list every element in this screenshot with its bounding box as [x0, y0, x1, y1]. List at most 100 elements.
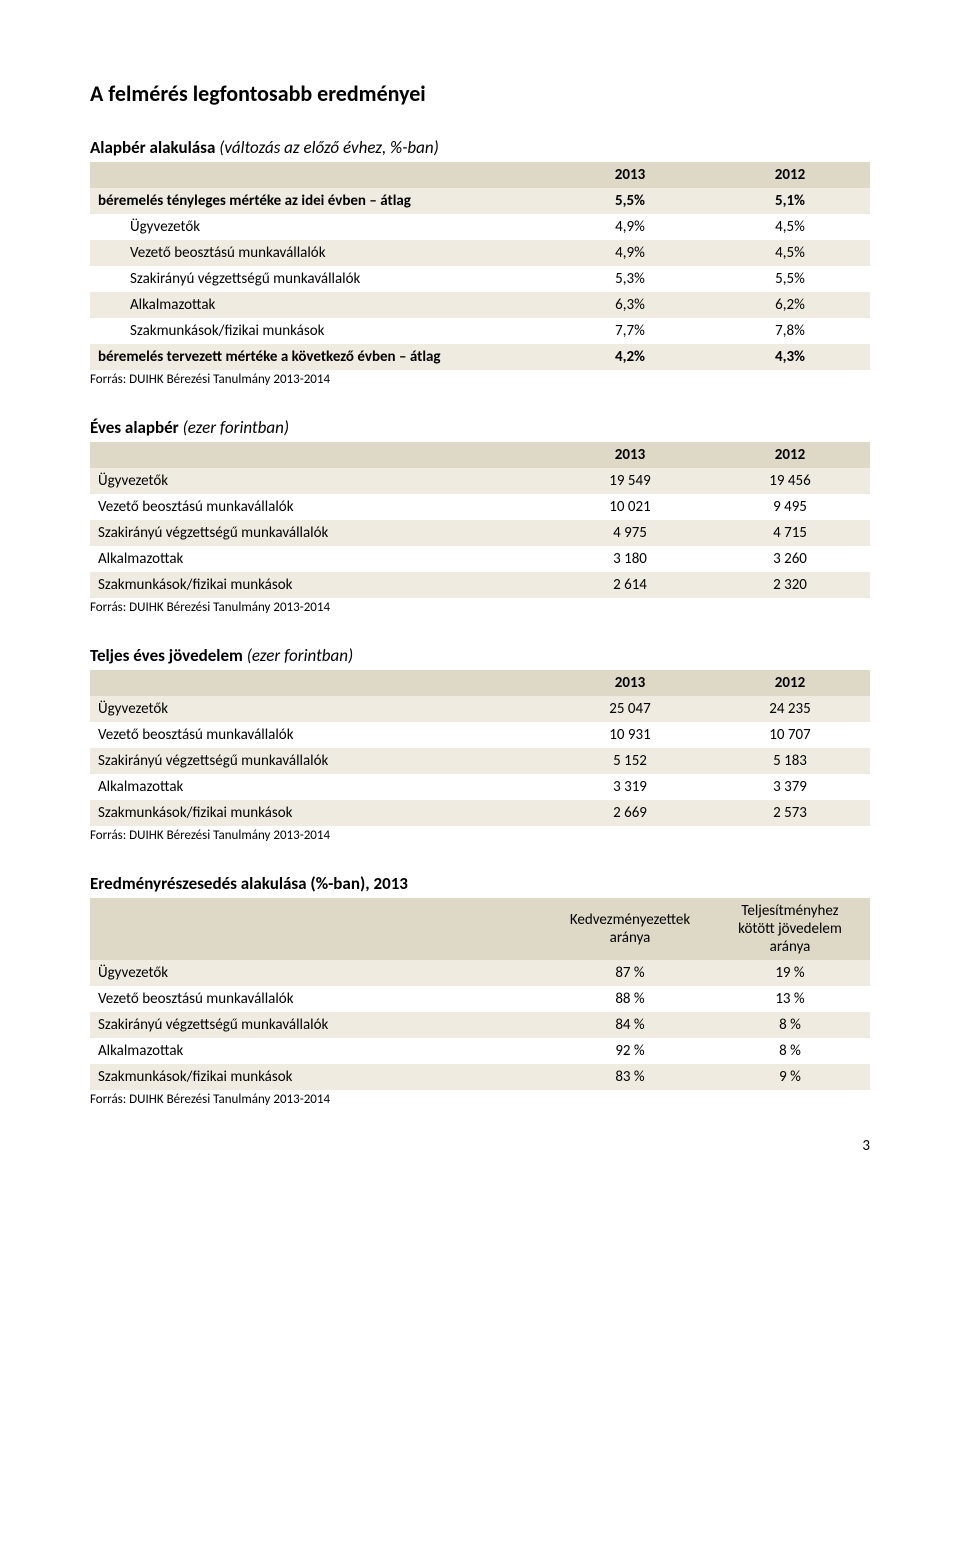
table3-source: Forrás: DUIHK Bérezési Tanulmány 2013-20… [90, 828, 870, 843]
row-value-1: 4 975 [550, 520, 710, 546]
row-value-2: 10 707 [710, 722, 870, 748]
row-label: béremelés tervezett mértéke a következő … [90, 344, 550, 370]
row-value-1: 10 931 [550, 722, 710, 748]
table1-title-sub: (változás az előző évhez, %-ban) [219, 137, 439, 158]
row-value-1: 2 669 [550, 800, 710, 826]
row-label: Alkalmazottak [90, 774, 550, 800]
row-value-2: 8 % [710, 1038, 870, 1064]
row-label: Alkalmazottak [90, 1038, 550, 1064]
row-label: Ügyvezetők [90, 214, 550, 240]
table1-col2-header: 2012 [710, 162, 870, 188]
table-row: Alkalmazottak3 3193 379 [90, 774, 870, 800]
row-value-2: 19 456 [710, 468, 870, 494]
row-value-1: 4,9% [550, 240, 710, 266]
row-value-2: 7,8% [710, 318, 870, 344]
row-value-1: 83 % [550, 1064, 710, 1090]
table-row: Vezető beosztású munkavállalók88 %13 % [90, 986, 870, 1012]
row-value-2: 24 235 [710, 696, 870, 722]
table1-title: Alapbér alakulása (változás az előző évh… [90, 137, 870, 158]
row-label: Szakmunkások/fizikai munkások [90, 1064, 550, 1090]
row-label: Ügyvezetők [90, 696, 550, 722]
row-value-2: 2 320 [710, 572, 870, 598]
table1-title-main: Alapbér alakulása [90, 137, 219, 158]
table-row: Szakirányú végzettségű munkavállalók5 15… [90, 748, 870, 774]
table2: 2013 2012 Ügyvezetők19 54919 456Vezető b… [90, 442, 870, 598]
table3-title-main: Teljes éves jövedelem [90, 645, 247, 666]
row-value-1: 3 319 [550, 774, 710, 800]
table2-header-empty [90, 442, 550, 468]
table4-title: Eredményrészesedés alakulása (%-ban), 20… [90, 873, 870, 894]
table2-title-main: Éves alapbér [90, 417, 183, 438]
row-value-2: 3 260 [710, 546, 870, 572]
row-value-2: 9 495 [710, 494, 870, 520]
table-row: Alkalmazottak6,3%6,2% [90, 292, 870, 318]
row-value-1: 6,3% [550, 292, 710, 318]
table3-header-row: 2013 2012 [90, 670, 870, 696]
row-label: Szakirányú végzettségű munkavállalók [90, 520, 550, 546]
row-label: Vezető beosztású munkavállalók [90, 494, 550, 520]
table-row: Alkalmazottak3 1803 260 [90, 546, 870, 572]
row-value-1: 4,2% [550, 344, 710, 370]
page-number: 3 [90, 1137, 870, 1155]
row-value-1: 2 614 [550, 572, 710, 598]
row-label: béremelés tényleges mértéke az idei évbe… [90, 188, 550, 214]
table1-source: Forrás: DUIHK Bérezési Tanulmány 2013-20… [90, 372, 870, 387]
row-value-2: 6,2% [710, 292, 870, 318]
table-row: Szakirányú végzettségű munkavállalók84 %… [90, 1012, 870, 1038]
table4-source: Forrás: DUIHK Bérezési Tanulmány 2013-20… [90, 1092, 870, 1107]
row-value-2: 19 % [710, 960, 870, 986]
table-row: Ügyvezetők25 04724 235 [90, 696, 870, 722]
table2-col2-header: 2012 [710, 442, 870, 468]
table4-header-row: Kedvezményezettek aránya Teljesítményhez… [90, 898, 870, 960]
table-row: Szakmunkások/fizikai munkások2 6142 320 [90, 572, 870, 598]
row-value-2: 2 573 [710, 800, 870, 826]
row-value-1: 87 % [550, 960, 710, 986]
row-value-1: 7,7% [550, 318, 710, 344]
table4-col2-line3: aránya [770, 938, 811, 956]
table-row: Ügyvezetők87 %19 % [90, 960, 870, 986]
row-value-2: 8 % [710, 1012, 870, 1038]
row-label: Alkalmazottak [90, 546, 550, 572]
table-row: Szakmunkások/fizikai munkások2 6692 573 [90, 800, 870, 826]
row-value-2: 4,5% [710, 240, 870, 266]
table4-col2-line2: kötött jövedelem [738, 920, 842, 938]
table3-title-sub: (ezer forintban) [247, 645, 353, 666]
row-label: Vezető beosztású munkavállalók [90, 722, 550, 748]
row-value-1: 88 % [550, 986, 710, 1012]
table1: 2013 2012 béremelés tényleges mértéke az… [90, 162, 870, 370]
row-label: Ügyvezetők [90, 468, 550, 494]
row-value-2: 4 715 [710, 520, 870, 546]
row-value-2: 5 183 [710, 748, 870, 774]
row-value-1: 10 021 [550, 494, 710, 520]
table4-col2-header: Teljesítményhez kötött jövedelem aránya [710, 898, 870, 960]
row-value-1: 3 180 [550, 546, 710, 572]
table-row: Vezető beosztású munkavállalók10 0219 49… [90, 494, 870, 520]
row-value-2: 4,3% [710, 344, 870, 370]
table4-col2-line1: Teljesítményhez [741, 902, 838, 920]
table4-col1-line2: aránya [610, 929, 651, 947]
table2-title-sub: (ezer forintban) [183, 417, 289, 438]
row-value-2: 9 % [710, 1064, 870, 1090]
table-row: Ügyvezetők4,9%4,5% [90, 214, 870, 240]
row-value-1: 5,3% [550, 266, 710, 292]
row-value-2: 3 379 [710, 774, 870, 800]
table1-header-empty [90, 162, 550, 188]
table2-header-row: 2013 2012 [90, 442, 870, 468]
row-label: Ügyvezetők [90, 960, 550, 986]
row-value-1: 5 152 [550, 748, 710, 774]
table4-col1-line1: Kedvezményezettek [570, 911, 690, 929]
row-label: Vezető beosztású munkavállalók [90, 240, 550, 266]
table-row: béremelés tényleges mértéke az idei évbe… [90, 188, 870, 214]
table-row: Alkalmazottak92 %8 % [90, 1038, 870, 1064]
table-row: Ügyvezetők19 54919 456 [90, 468, 870, 494]
table-row: béremelés tervezett mértéke a következő … [90, 344, 870, 370]
table4: Kedvezményezettek aránya Teljesítményhez… [90, 898, 870, 1090]
table2-col1-header: 2013 [550, 442, 710, 468]
row-label: Szakirányú végzettségű munkavállalók [90, 748, 550, 774]
row-value-2: 5,5% [710, 266, 870, 292]
row-value-1: 92 % [550, 1038, 710, 1064]
table4-col1-header: Kedvezményezettek aránya [550, 898, 710, 960]
row-value-2: 13 % [710, 986, 870, 1012]
table-row: Vezető beosztású munkavállalók10 93110 7… [90, 722, 870, 748]
table3-col2-header: 2012 [710, 670, 870, 696]
